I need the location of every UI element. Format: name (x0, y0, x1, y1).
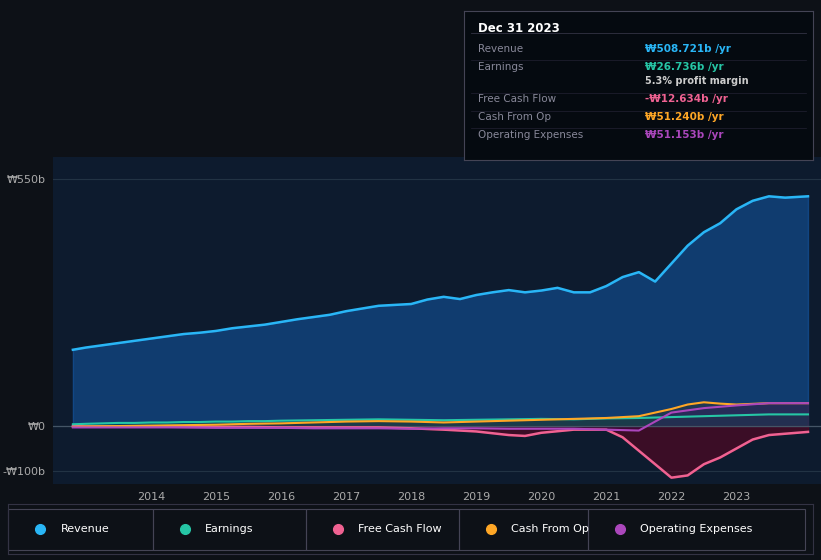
Text: Cash From Op: Cash From Op (478, 112, 551, 122)
Text: Dec 31 2023: Dec 31 2023 (478, 22, 560, 35)
Text: ₩51.240b /yr: ₩51.240b /yr (645, 112, 724, 122)
Text: ₩26.736b /yr: ₩26.736b /yr (645, 62, 724, 72)
Text: -₩12.634b /yr: -₩12.634b /yr (645, 94, 728, 104)
Text: 5.3% profit margin: 5.3% profit margin (645, 77, 749, 86)
Text: Free Cash Flow: Free Cash Flow (478, 94, 556, 104)
Text: Revenue: Revenue (478, 44, 523, 54)
Text: Free Cash Flow: Free Cash Flow (358, 524, 442, 534)
Text: Cash From Op: Cash From Op (511, 524, 589, 534)
Text: Operating Expenses: Operating Expenses (478, 130, 583, 140)
Text: ₩508.721b /yr: ₩508.721b /yr (645, 44, 732, 54)
Text: Revenue: Revenue (61, 524, 109, 534)
Text: ₩51.153b /yr: ₩51.153b /yr (645, 130, 724, 140)
Text: Earnings: Earnings (205, 524, 254, 534)
Text: Earnings: Earnings (478, 62, 523, 72)
Text: Operating Expenses: Operating Expenses (640, 524, 752, 534)
